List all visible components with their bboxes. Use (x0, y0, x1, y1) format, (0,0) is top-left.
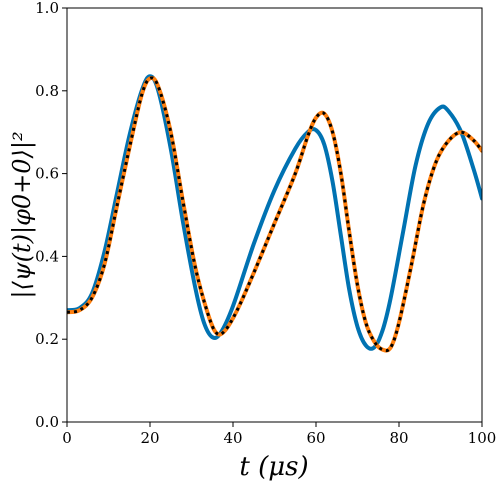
x-tick-label: 100 (468, 429, 497, 447)
y-tick-label: 0.0 (35, 413, 59, 431)
x-tick-label: 80 (389, 429, 408, 447)
series-line-2 (67, 75, 482, 353)
x-tick-label: 20 (140, 429, 159, 447)
y-tick-label: 0.6 (35, 165, 59, 183)
x-tick-label: 40 (223, 429, 242, 447)
y-axis-label: |⟨ψ(t)|φ0+0⟩|² (8, 131, 37, 298)
y-tick-label: 0.4 (35, 247, 59, 265)
plot-frame (66, 7, 483, 423)
series-layer (67, 74, 482, 353)
y-axis: 0.0 0.2 0.4 0.6 0.8 1.0 (35, 0, 67, 431)
plot-area (67, 74, 482, 353)
y-tick-label: 0.2 (35, 330, 59, 348)
x-tick-label: 0 (62, 429, 72, 447)
x-axis: 0 20 40 60 80 100 (62, 422, 496, 447)
x-tick-label: 60 (306, 429, 325, 447)
y-tick-label: 0.8 (35, 82, 59, 100)
x-axis-label: t (μs) (239, 452, 308, 482)
y-tick-label: 1.0 (35, 0, 59, 17)
